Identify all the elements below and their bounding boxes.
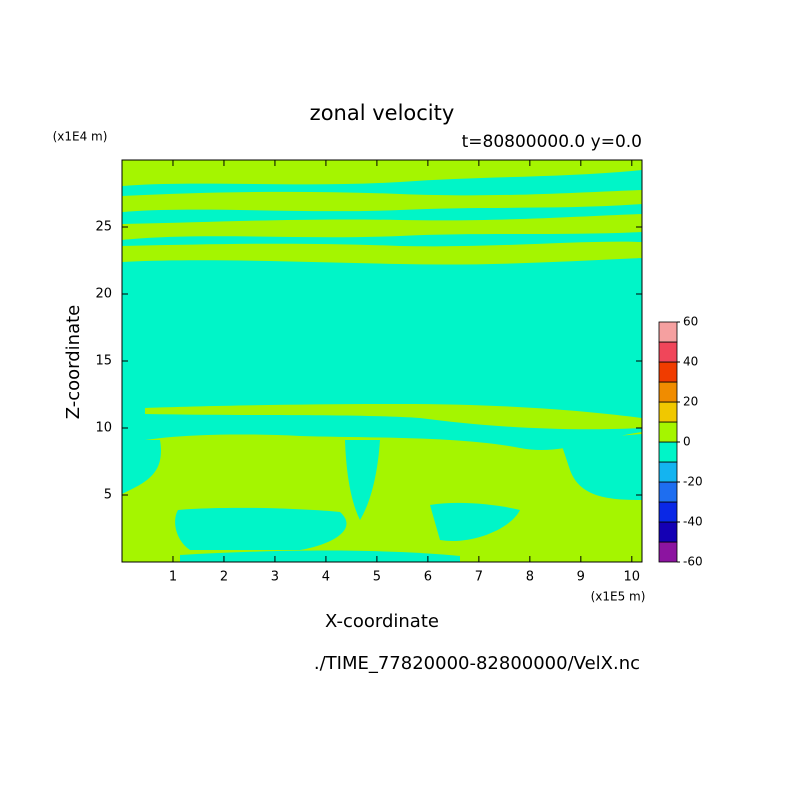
colorbar-label: 0 xyxy=(683,435,691,449)
colorbar-box xyxy=(658,421,678,443)
y-tick-label: 10 xyxy=(95,421,112,436)
colorbar-label: -20 xyxy=(683,475,703,489)
colorbar-label: 20 xyxy=(683,395,698,409)
colorbar-box xyxy=(658,501,678,523)
x-tick-label: 9 xyxy=(577,570,585,585)
x-tick-label: 7 xyxy=(475,570,483,585)
field-region xyxy=(122,190,642,212)
colorbar-box xyxy=(658,461,678,483)
colorbar-box xyxy=(658,381,678,403)
x-tick-label: 5 xyxy=(373,570,381,585)
field-region xyxy=(122,440,161,494)
colorbar-label: 60 xyxy=(683,315,698,329)
x-tick-label: 2 xyxy=(220,570,228,585)
chart-subtitle: t=80800000.0 y=0.0 xyxy=(462,132,642,152)
x-tick-label: 6 xyxy=(424,570,432,585)
colorbar-box xyxy=(658,481,678,503)
colorbar-box xyxy=(658,361,678,383)
field-region xyxy=(122,241,642,265)
colorbar-label: -40 xyxy=(683,515,703,529)
field-region xyxy=(175,507,347,550)
field-region xyxy=(122,214,642,240)
colorbar-box xyxy=(658,521,678,543)
field-region xyxy=(560,434,642,500)
colorbar-box xyxy=(658,341,678,363)
y-tick-label: 20 xyxy=(95,287,112,302)
y-tick-label: 15 xyxy=(95,354,112,369)
colorbar-label: 40 xyxy=(683,355,698,369)
field-region xyxy=(122,160,642,186)
chart-title: zonal velocity xyxy=(310,101,455,125)
field-region xyxy=(345,440,380,520)
x-tick-label: 3 xyxy=(271,570,279,585)
y-tick-label: 5 xyxy=(104,488,112,503)
colorbar-box xyxy=(658,321,678,343)
x-tick-label: 8 xyxy=(526,570,534,585)
y-unit: (x1E4 m) xyxy=(53,130,108,144)
field-region xyxy=(180,550,460,562)
colorbar-box xyxy=(658,441,678,463)
footer: ./TIME_77820000-82800000/VelX.nc xyxy=(314,653,640,674)
y-tick-label: 25 xyxy=(95,220,112,235)
y-axis-label: Z-coordinate xyxy=(63,305,84,420)
field-region xyxy=(145,404,642,430)
x-tick-label: 4 xyxy=(322,570,330,585)
colorbar-box xyxy=(658,541,678,563)
x-axis-label: X-coordinate xyxy=(325,611,439,632)
x-tick-label: 10 xyxy=(624,570,641,585)
colorbar-box xyxy=(658,401,678,423)
x-tick-label: 1 xyxy=(169,570,177,585)
x-unit: (x1E5 m) xyxy=(591,590,646,604)
colorbar-label: -60 xyxy=(683,555,703,569)
field-region xyxy=(430,502,520,541)
field xyxy=(122,160,642,562)
